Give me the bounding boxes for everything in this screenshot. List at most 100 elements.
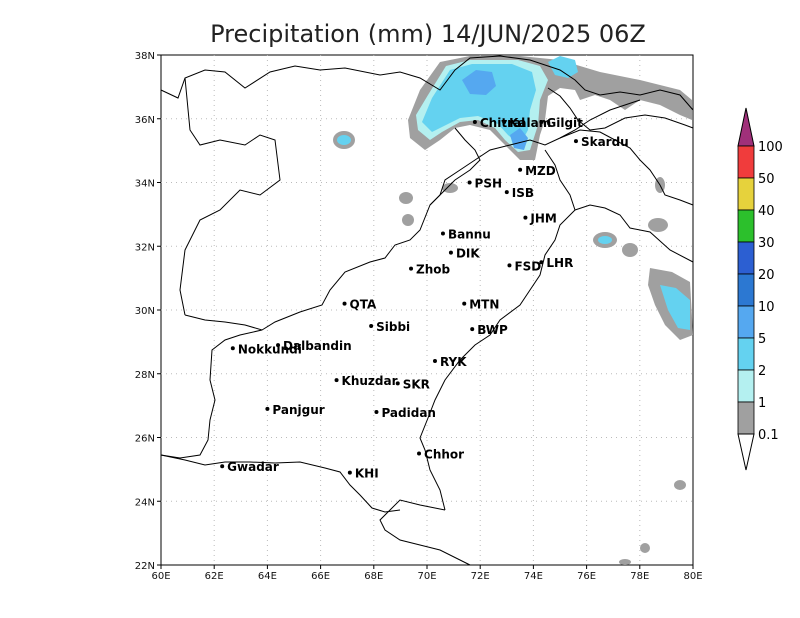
station-dot bbox=[470, 327, 475, 332]
precip-area-east-core bbox=[660, 285, 690, 330]
map-title: Precipitation (mm) 14/JUN/2025 06Z bbox=[210, 20, 646, 48]
station-label: Padidan bbox=[381, 406, 436, 420]
precip-cell-3 bbox=[442, 183, 458, 193]
colorbar-segment bbox=[737, 273, 755, 307]
x-tick-label: 66E bbox=[311, 571, 330, 582]
colorbar-segment bbox=[737, 145, 755, 179]
station-dot bbox=[539, 119, 544, 124]
x-axis-ticks: 60E 62E 64E 66E 68E 70E 72E 74E 76E 78E 80E bbox=[151, 565, 703, 582]
station-dot bbox=[265, 406, 270, 411]
x-tick-label: 74E bbox=[524, 571, 543, 582]
station-label: Gilgit bbox=[546, 116, 583, 130]
precip-area-kalam-blue bbox=[510, 128, 528, 150]
y-tick-label: 22N bbox=[135, 561, 155, 572]
colorbar-segment bbox=[737, 241, 755, 275]
colorbar-label: 1 bbox=[758, 396, 766, 411]
precip-cell-5 bbox=[622, 243, 638, 257]
precip-cell-7 bbox=[648, 218, 668, 232]
iran-boundary bbox=[184, 99, 641, 331]
afghan-west-boundary bbox=[179, 77, 281, 316]
precip-cell-4-core bbox=[598, 236, 612, 244]
colorbar-top-arrow bbox=[737, 107, 755, 147]
pak-afghan-west bbox=[160, 329, 263, 459]
y-tick-label: 26N bbox=[135, 434, 155, 445]
station-label: LHR bbox=[546, 256, 573, 270]
station-label: QTA bbox=[350, 298, 377, 312]
colorbar-label: 30 bbox=[758, 236, 775, 251]
station-dot bbox=[409, 266, 414, 271]
colorbar-segment bbox=[737, 337, 755, 371]
inner-boundary bbox=[429, 127, 481, 206]
station-dot bbox=[504, 190, 509, 195]
y-tick-label: 32N bbox=[135, 242, 155, 253]
precip-cell-9 bbox=[640, 543, 650, 553]
y-tick-label: 24N bbox=[135, 497, 155, 508]
precip-cell-10 bbox=[619, 559, 631, 565]
kashmir-boundary bbox=[544, 129, 694, 211]
colorbar-label: 20 bbox=[758, 268, 775, 283]
station-label: Gwadar bbox=[227, 460, 279, 474]
y-tick-label: 34N bbox=[135, 179, 155, 190]
station-dot bbox=[417, 451, 422, 456]
station-dot bbox=[374, 410, 379, 414]
station-label: Bannu bbox=[448, 228, 491, 242]
pakistan-india-boundary bbox=[419, 204, 694, 511]
y-tick-label: 36N bbox=[135, 115, 155, 126]
station-dot bbox=[462, 301, 467, 306]
station-label: MZD bbox=[525, 164, 556, 178]
colorbar-segment bbox=[737, 369, 755, 403]
pakistan-coastline bbox=[160, 454, 401, 513]
colorbar-segment bbox=[737, 177, 755, 211]
x-tick-label: 62E bbox=[205, 571, 224, 582]
station-label: Zhob bbox=[416, 263, 450, 277]
afghanistan-boundary bbox=[160, 55, 694, 111]
station-dot bbox=[395, 381, 400, 386]
precip-area-north-blue bbox=[462, 70, 496, 95]
x-tick-label: 68E bbox=[364, 571, 383, 582]
station-label: FSD bbox=[514, 259, 541, 273]
station-dot bbox=[518, 167, 523, 172]
station-dot bbox=[467, 180, 472, 185]
station-label: Panjgur bbox=[272, 403, 324, 417]
colorbar-segment bbox=[737, 209, 755, 243]
station-label: Skardu bbox=[581, 135, 629, 149]
y-tick-label: 30N bbox=[135, 306, 155, 317]
y-tick-label: 28N bbox=[135, 370, 155, 381]
station-label: Kalam bbox=[509, 116, 551, 130]
station-dot bbox=[523, 215, 528, 220]
station-dot bbox=[507, 263, 512, 268]
precip-area-north-cyan bbox=[422, 64, 536, 145]
station-label: Chhor bbox=[424, 447, 464, 461]
colorbar-label: 100 bbox=[758, 140, 783, 155]
station-label: Dalbandin bbox=[283, 339, 352, 353]
y-axis-ticks: 22N 24N 26N 28N 30N 32N 34N 36N 38N bbox=[135, 51, 161, 572]
station-label: Sibbi bbox=[376, 320, 410, 334]
colorbar-label: 2 bbox=[758, 364, 766, 379]
station-dot bbox=[342, 301, 347, 306]
station-dot bbox=[230, 346, 235, 351]
boundaries bbox=[160, 55, 694, 566]
station-label: RYK bbox=[440, 355, 467, 369]
station-dot bbox=[448, 250, 453, 255]
station-dot bbox=[276, 343, 281, 348]
station-label: Nokkundi bbox=[238, 342, 302, 356]
precip-cell-afghan-core bbox=[337, 135, 351, 145]
colorbar-label: 10 bbox=[758, 300, 775, 315]
x-tick-label: 80E bbox=[683, 571, 702, 582]
station-label: KHI bbox=[355, 467, 379, 481]
precip-area-karakoram bbox=[548, 56, 578, 78]
colorbar-label: 50 bbox=[758, 172, 775, 187]
station-markers: ChitralKalamGilgitSkarduMZDPSHISBJHMBann… bbox=[220, 116, 629, 481]
x-tick-label: 60E bbox=[151, 571, 170, 582]
station-dot bbox=[347, 470, 352, 475]
station-dot bbox=[502, 119, 507, 124]
x-tick-label: 70E bbox=[417, 571, 436, 582]
colorbar-segment bbox=[737, 401, 755, 435]
station-dot bbox=[440, 231, 445, 236]
y-tick-label: 38N bbox=[135, 51, 155, 62]
station-label: BWP bbox=[477, 323, 508, 337]
station-dot bbox=[573, 139, 578, 144]
station-label: ISB bbox=[512, 186, 534, 200]
precip-cell-2 bbox=[402, 214, 414, 226]
